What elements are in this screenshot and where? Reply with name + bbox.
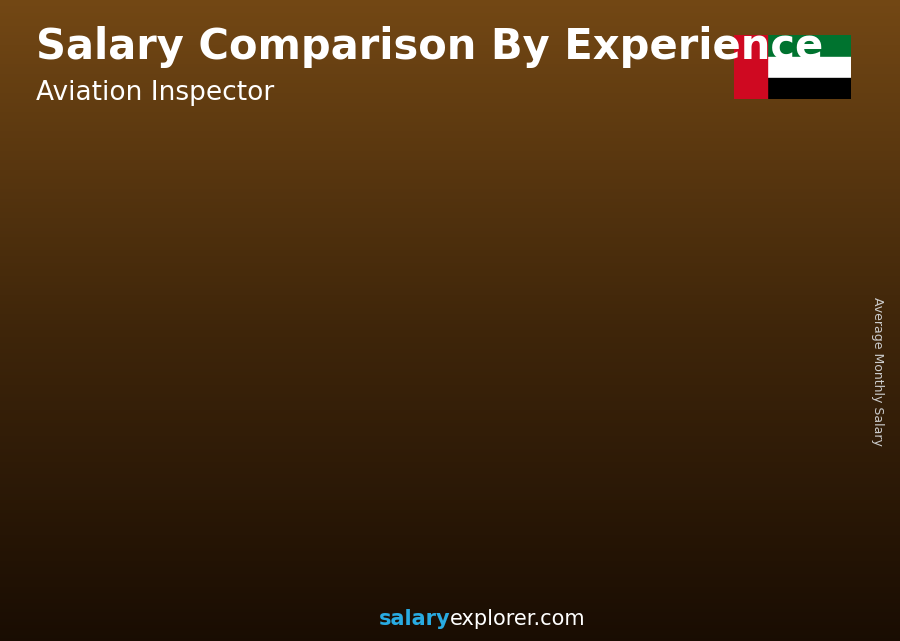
- Bar: [734, 35, 850, 56]
- Bar: [77, 407, 145, 570]
- Text: 17,300 AED: 17,300 AED: [318, 316, 422, 331]
- Bar: [336, 299, 403, 570]
- Bar: [595, 217, 662, 570]
- Bar: [338, 299, 346, 570]
- FancyArrowPatch shape: [663, 183, 718, 212]
- Bar: [208, 365, 216, 570]
- Text: salary: salary: [378, 610, 450, 629]
- Text: 10,400 AED: 10,400 AED: [59, 424, 163, 440]
- Bar: [734, 78, 850, 99]
- FancyArrowPatch shape: [145, 356, 201, 401]
- Text: 22,500 AED: 22,500 AED: [576, 235, 680, 249]
- Text: +26%: +26%: [135, 285, 216, 308]
- Text: 23,900 AED: 23,900 AED: [706, 213, 809, 228]
- Bar: [734, 56, 850, 78]
- Text: explorer.com: explorer.com: [450, 610, 586, 629]
- Text: 20,300 AED: 20,300 AED: [446, 269, 551, 284]
- Bar: [465, 252, 533, 570]
- FancyArrowPatch shape: [274, 293, 329, 359]
- Bar: [466, 252, 474, 570]
- Text: 13,100 AED: 13,100 AED: [188, 382, 292, 397]
- FancyArrowPatch shape: [534, 207, 589, 246]
- Bar: [79, 407, 86, 570]
- FancyArrowPatch shape: [404, 244, 459, 293]
- Circle shape: [742, 31, 842, 104]
- Text: Average Monthly Salary: Average Monthly Salary: [871, 297, 884, 446]
- Text: +18%: +18%: [394, 162, 474, 186]
- Bar: [724, 196, 791, 570]
- Text: +6%: +6%: [662, 131, 724, 154]
- Bar: [596, 217, 604, 570]
- Bar: [734, 35, 767, 99]
- Text: +11%: +11%: [523, 140, 604, 164]
- Bar: [207, 365, 274, 570]
- Text: Salary Comparison By Experience: Salary Comparison By Experience: [36, 26, 824, 68]
- Text: +32%: +32%: [265, 203, 346, 227]
- Text: Aviation Inspector: Aviation Inspector: [36, 80, 274, 106]
- Bar: [725, 196, 734, 570]
